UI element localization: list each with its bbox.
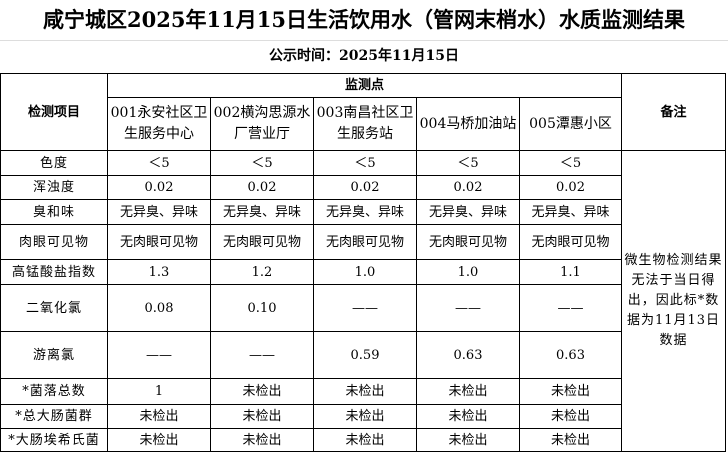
table-row: 浑浊度 0.02 0.02 0.02 0.02 0.02 (0, 175, 726, 200)
result-cell: 无肉眼可见物 (313, 224, 417, 260)
table-row: *大肠埃希氏菌 未检出 未检出 未检出 未检出 未检出 (0, 428, 726, 452)
header-site: 002横沟思源水厂营业厅 (210, 97, 314, 151)
result-cell: 1 (107, 378, 211, 405)
result-cell: 1.1 (518, 259, 623, 285)
item-name: 高锰酸盐指数 (0, 259, 108, 285)
table-row: 肉眼可见物 无肉眼可见物 无肉眼可见物 无肉眼可见物 无肉眼可见物 无肉眼可见物 (0, 224, 726, 260)
result-cell: 未检出 (313, 428, 417, 452)
result-cell: 无异臭、异味 (313, 199, 417, 225)
publish-date: 公示时间：2025年11月15日 (269, 48, 459, 64)
result-cell: 1.0 (416, 259, 520, 285)
header-site: 001永安社区卫生服务中心 (107, 97, 211, 151)
item-name: 浑浊度 (0, 175, 108, 200)
result-cell: 无肉眼可见物 (416, 224, 520, 260)
result-cell: 无异臭、异味 (210, 199, 314, 225)
table-row: 臭和味 无异臭、异味 无异臭、异味 无异臭、异味 无异臭、异味 无异臭、异味 (0, 199, 726, 225)
table-row: *菌落总数 1 未检出 未检出 未检出 未检出 (0, 378, 726, 405)
item-name: *菌落总数 (0, 378, 108, 405)
result-cell: 0.02 (518, 175, 623, 200)
result-cell: 无肉眼可见物 (107, 224, 211, 260)
table-row: *总大肠菌群 未检出 未检出 未检出 未检出 未检出 (0, 404, 726, 429)
result-cell: 未检出 (313, 404, 417, 429)
result-cell: 0.63 (518, 331, 623, 379)
result-cell: 0.02 (313, 175, 417, 200)
result-cell: —— (210, 331, 314, 379)
result-cell: 0.02 (107, 175, 211, 200)
result-cell: 0.10 (210, 284, 314, 332)
table-row: 高锰酸盐指数 1.3 1.2 1.0 1.0 1.1 (0, 259, 726, 285)
result-cell: 未检出 (107, 428, 211, 452)
result-cell: 无异臭、异味 (416, 199, 520, 225)
result-cell: 未检出 (518, 404, 623, 429)
item-name: 肉眼可见物 (0, 224, 108, 260)
result-cell: ＜5 (518, 150, 623, 176)
table-row: 色度 ＜5 ＜5 ＜5 ＜5 ＜5 微生物检测结果无法于当日得出，因此标*数据为11月13日… (0, 150, 727, 452)
result-cell: 未检出 (107, 404, 211, 429)
result-cell: 1.0 (313, 259, 417, 285)
result-cell: 未检出 (416, 428, 520, 452)
item-name: 臭和味 (0, 199, 108, 225)
result-cell: —— (416, 284, 520, 332)
header-site: 005潭惠小区 (518, 97, 623, 151)
result-cell: 未检出 (210, 428, 314, 452)
page-title: 咸宁城区2025年11月15日生活饮用水（管网末梢水）水质监测结果 (0, 0, 728, 41)
result-cell: 0.02 (210, 175, 314, 200)
result-cell: 未检出 (210, 404, 314, 429)
result-cell: —— (107, 331, 211, 379)
header-item: 检测项目 (0, 73, 108, 151)
result-cell: 未检出 (518, 378, 623, 405)
result-cell: 0.59 (313, 331, 417, 379)
result-cell: ＜5 (210, 150, 314, 176)
header-remark: 备注 (621, 73, 727, 151)
remark-cell: 微生物检测结果无法于当日得出，因此标*数据为11月13日数据 (621, 150, 727, 452)
item-name: *总大肠菌群 (0, 404, 108, 429)
result-cell: ＜5 (313, 150, 417, 176)
header-sites-group: 监测点 (106, 73, 623, 98)
table-row: 二氧化氯 0.08 0.10 —— —— —— (0, 284, 726, 332)
result-cell: ＜5 (107, 150, 211, 176)
result-cell: 1.3 (107, 259, 211, 285)
result-cell: —— (313, 284, 417, 332)
table-row: 游离氯 —— —— 0.59 0.63 0.63 (0, 331, 726, 379)
result-cell: 0.63 (416, 331, 520, 379)
result-cell: —— (518, 284, 623, 332)
result-cell: 未检出 (313, 378, 417, 405)
item-name: *大肠埃希氏菌 (0, 428, 108, 452)
result-cell: 无异臭、异味 (518, 199, 623, 225)
result-cell: 1.2 (210, 259, 314, 285)
result-cell: 无肉眼可见物 (518, 224, 623, 260)
result-cell: 未检出 (416, 378, 520, 405)
item-name: 二氧化氯 (0, 284, 108, 332)
result-cell: 无肉眼可见物 (210, 224, 314, 260)
result-cell: 未检出 (416, 404, 520, 429)
header-site: 004马桥加油站 (416, 97, 520, 151)
result-cell: 未检出 (518, 428, 623, 452)
result-cell: ＜5 (416, 150, 520, 176)
item-name: 色度 (0, 150, 108, 176)
item-name: 游离氯 (0, 331, 108, 379)
water-quality-table: 检测项目 监测点 备注 001永安社区卫生服务中心 002横沟思源水厂营业厅 003… (0, 73, 727, 452)
result-cell: 未检出 (210, 378, 314, 405)
result-cell: 无异臭、异味 (107, 199, 211, 225)
result-cell: 0.02 (416, 175, 520, 200)
header-site: 003南昌社区卫生服务站 (313, 97, 417, 151)
result-cell: 0.08 (107, 284, 211, 332)
